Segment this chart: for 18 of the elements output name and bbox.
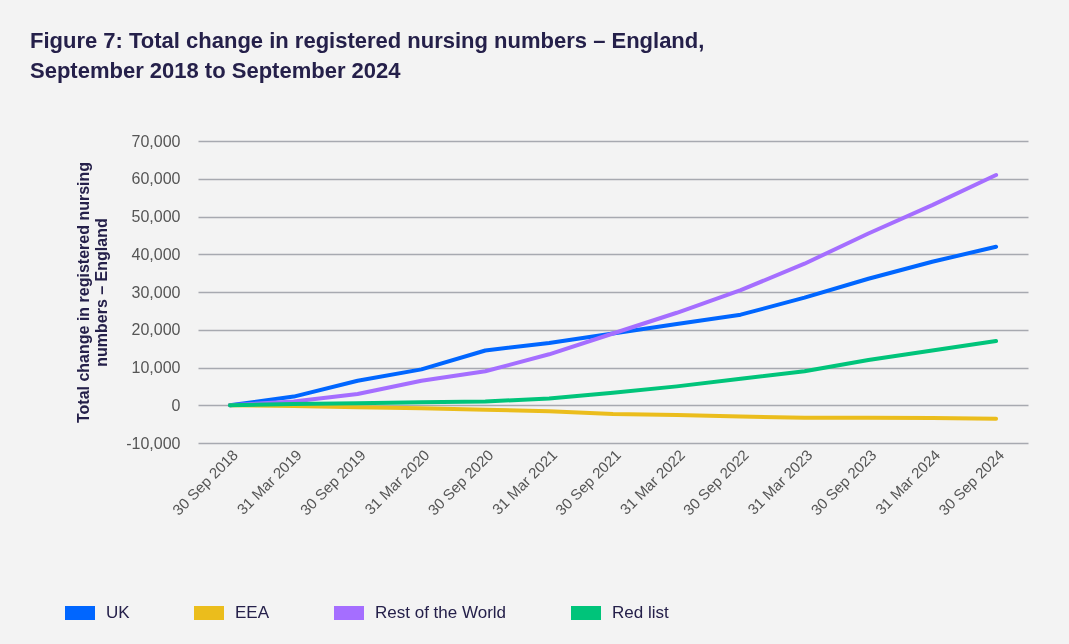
- y-tick-label: -10,000: [126, 434, 181, 452]
- text: Total change in registered nursing: [75, 161, 93, 424]
- y-tick-label: 10,000: [131, 359, 181, 376]
- y-tick-label: 30,000: [131, 283, 181, 301]
- y-tick-label: 40,000: [131, 245, 181, 263]
- y-tick-label: 20,000: [131, 321, 181, 339]
- text: numbers – England: [93, 218, 111, 367]
- legend-label: Rest of the World: [375, 603, 507, 622]
- y-tick-label: 50,000: [131, 208, 181, 225]
- text: September 2018 to September 2024: [30, 58, 401, 83]
- legend-label: EEA: [235, 603, 270, 622]
- text: Figure 7: Total change in registered nursing numbers – England,: [30, 28, 705, 53]
- line-series: [227, 339, 999, 408]
- y-tick-label: 70,000: [131, 132, 181, 150]
- legend-label: Red list: [612, 603, 669, 622]
- legend-label: UK: [106, 603, 131, 622]
- y-tick-label: 60,000: [131, 170, 181, 188]
- y-tick-label: 0: [171, 396, 181, 414]
